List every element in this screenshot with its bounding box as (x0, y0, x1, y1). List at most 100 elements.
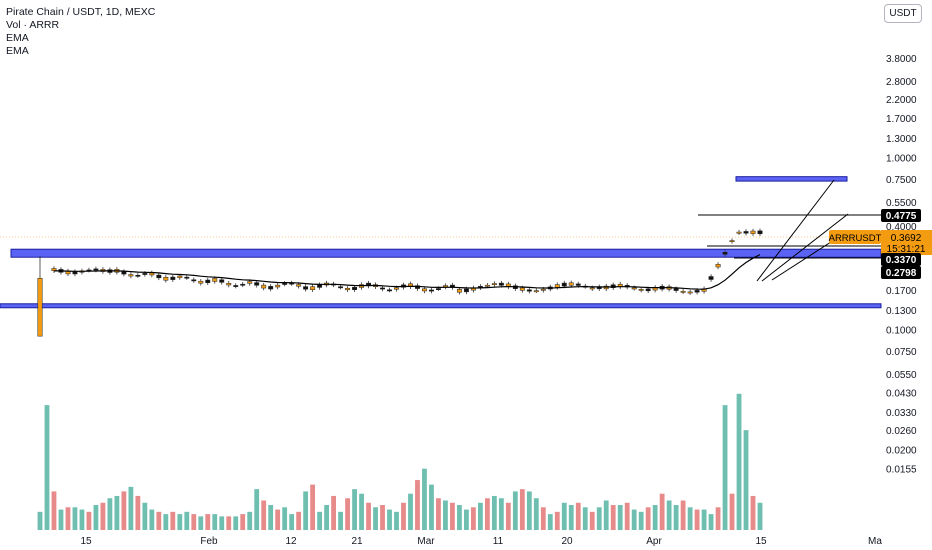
candle-body (484, 284, 490, 287)
volume-bar (261, 500, 267, 530)
candle-body (303, 286, 309, 290)
legend-volume: Vol · ARRR (6, 19, 60, 31)
y-tick-label: 0.1300 (886, 306, 917, 317)
candle-body (268, 286, 274, 290)
volume-bar (533, 498, 539, 530)
y-tick-label: 0.0550 (886, 370, 917, 381)
volume-bar (477, 502, 483, 530)
volume-bar (177, 514, 183, 530)
volume-bar (715, 507, 721, 530)
candle-body (387, 289, 392, 292)
volume-bar (51, 491, 57, 530)
candle-body (554, 284, 560, 288)
legend-ema-1: EMA (6, 32, 29, 44)
volume-bar (547, 514, 553, 530)
candle-body (296, 284, 302, 287)
candle-body (37, 277, 43, 337)
volume-bar (394, 511, 399, 530)
candle-body (757, 230, 763, 235)
volume-bar (512, 491, 518, 530)
volume-bar (37, 511, 43, 530)
volume-bar (107, 498, 113, 530)
x-tick-label: 15 (755, 536, 767, 547)
volume-bar (505, 502, 511, 530)
candle-body (631, 287, 637, 290)
x-tick-label: 21 (351, 536, 363, 547)
volume-bar (673, 505, 679, 530)
countdown-label: 15:31:21 (887, 244, 926, 255)
volume-bar (135, 495, 141, 530)
volume-bar (701, 509, 707, 530)
candle-body (687, 291, 693, 294)
volume-bar (282, 507, 288, 530)
volume-bar (638, 511, 644, 530)
volume-bar (289, 514, 295, 530)
volume-bar (631, 509, 637, 530)
candle-body (212, 278, 218, 282)
support-zone (10, 248, 882, 258)
candle-body (540, 288, 546, 291)
volume-bar (352, 489, 357, 530)
candle-body (498, 282, 504, 286)
volume-bar (72, 507, 78, 530)
volume-bar (275, 509, 281, 530)
volume-bar (373, 507, 378, 530)
chart-legend: Pirate Chain / USDT, 1D, MEXC Vol · ARRR… (6, 6, 155, 58)
volume-bar (338, 511, 343, 530)
candle-body (638, 289, 644, 291)
candle-body (352, 286, 358, 290)
candle-body (72, 271, 78, 275)
current-price-tag (881, 230, 932, 255)
volume-bar (491, 495, 497, 530)
candle-body (149, 272, 155, 276)
candle-body (568, 282, 574, 286)
candle-body (575, 283, 581, 286)
volume-bar (359, 493, 364, 530)
volume-bar (142, 502, 148, 530)
volume-bar (729, 493, 735, 530)
y-tick-label: 0.1700 (886, 286, 917, 297)
volume-bar (170, 511, 176, 530)
volume-bar (86, 511, 92, 530)
volume-bar (470, 507, 476, 530)
volume-bar (233, 516, 239, 530)
candle-body (261, 284, 267, 289)
x-tick-label: Apr (646, 536, 662, 547)
candle-body (121, 271, 127, 275)
volume-bar (212, 514, 218, 530)
candle-body (170, 276, 176, 280)
volume-bar (205, 514, 211, 530)
volume-bar (422, 468, 427, 530)
volume-bar (624, 502, 630, 530)
y-tick-label: 1.7000 (886, 114, 917, 125)
volume-bar (387, 509, 392, 530)
volume-bar (582, 507, 588, 530)
x-tick-label: 20 (561, 536, 573, 547)
volume-bar (380, 505, 385, 530)
y-tick-label: 0.5500 (886, 198, 917, 209)
volume-bar (254, 489, 260, 530)
volume-bar (652, 505, 658, 530)
price-tag-label: 0.3370 (886, 255, 917, 266)
volume-bar (198, 516, 204, 530)
currency-button[interactable]: USDT (884, 4, 922, 23)
volume-bar (408, 493, 413, 530)
symbol-tag (829, 230, 881, 244)
volume-bar (149, 509, 155, 530)
candle-body (519, 287, 525, 291)
volume-bar (128, 486, 134, 530)
symbol-tag-label: ARRRUSDT (829, 233, 882, 244)
candle-body (163, 276, 169, 281)
volume-bar (121, 491, 127, 530)
volume-bar (498, 498, 504, 530)
current-price-label: 0.3692 (891, 233, 922, 244)
x-tick-label: Ma (868, 536, 882, 547)
candle-body (240, 283, 246, 286)
volume-bar (757, 502, 763, 530)
candle-body (135, 274, 141, 277)
candle-body (645, 288, 651, 292)
x-tick-label: 12 (285, 536, 297, 547)
legend-title: Pirate Chain / USDT, 1D, MEXC (6, 6, 156, 18)
volume-bar (429, 484, 434, 530)
